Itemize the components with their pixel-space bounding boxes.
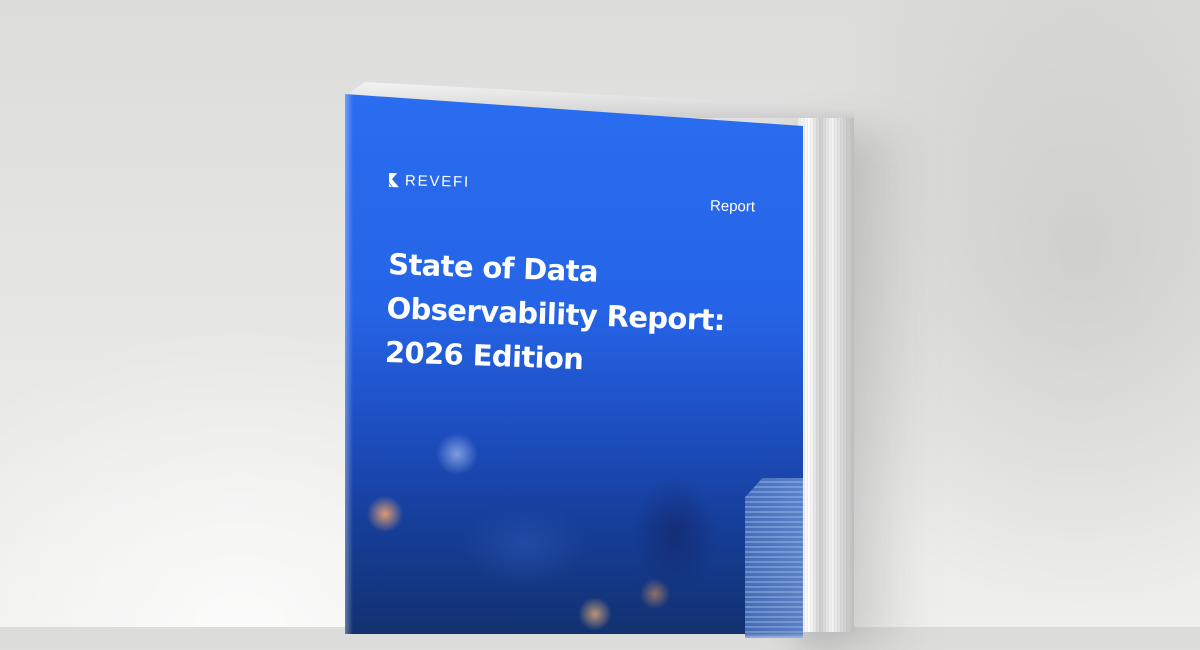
spine-highlight — [345, 94, 353, 634]
book-pages-edge — [798, 112, 854, 632]
brand-logo: REVEFI — [388, 171, 470, 191]
cover-building-photo — [745, 478, 803, 638]
book-pages-lines — [804, 116, 848, 632]
report-tag: Report — [709, 197, 756, 216]
brand-name: REVEFI — [404, 171, 471, 191]
revefi-logo-icon — [388, 173, 399, 188]
report-title: State of Data Observability Report: 2026… — [384, 242, 789, 389]
book-cover — [345, 94, 803, 634]
